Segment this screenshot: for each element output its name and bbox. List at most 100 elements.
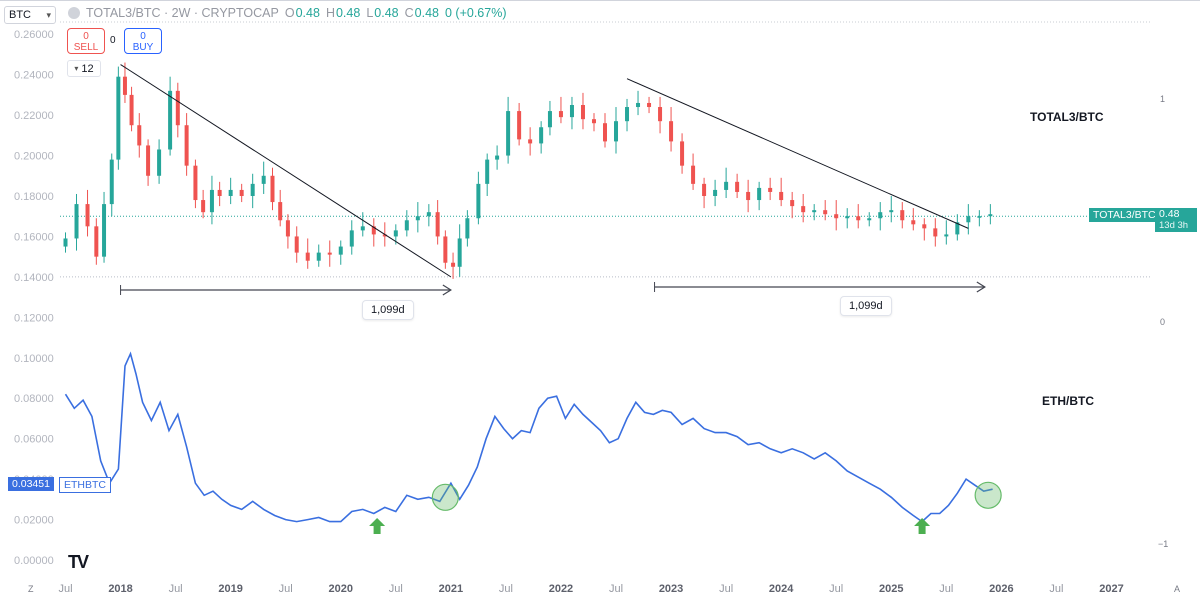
x-tick-label: Jul <box>609 583 623 595</box>
candle-body <box>63 238 68 247</box>
y-tick-label: 0.18000 <box>14 191 54 203</box>
y-tick-label: 0.16000 <box>14 231 54 243</box>
candle-body <box>779 191 784 201</box>
chevron-down-icon: ▾ <box>74 64 79 73</box>
candle-body <box>713 189 718 196</box>
candle-body <box>669 121 674 142</box>
candle-body <box>966 216 971 223</box>
candle-body <box>360 226 365 231</box>
candle-body <box>116 76 121 160</box>
candle-body <box>349 230 354 247</box>
right-axis-top-label: 1 <box>1160 94 1166 104</box>
x-tick-label: Jul <box>389 583 403 595</box>
candle-body <box>209 189 214 213</box>
y-tick-label: 0.22000 <box>14 110 54 122</box>
legend-low-key: L <box>366 6 374 20</box>
candle-body <box>404 220 409 231</box>
candle-body <box>193 165 198 201</box>
candle-body <box>580 105 585 120</box>
candle-body <box>217 189 222 196</box>
symbol-logo-icon <box>68 7 80 19</box>
candle-body <box>74 204 79 239</box>
candle-body <box>426 212 431 217</box>
candle-body <box>102 204 107 257</box>
candle-body <box>250 183 255 196</box>
candle-body <box>746 191 751 201</box>
candle-body <box>801 206 806 213</box>
candle-body <box>889 210 894 213</box>
highlight-circle-2 <box>974 481 1002 509</box>
buy-button[interactable]: 0 BUY <box>124 28 162 54</box>
x-tick-label: 2018 <box>108 583 132 595</box>
measure-arrowhead <box>442 284 452 296</box>
candle-body <box>603 123 607 142</box>
candle-body <box>911 220 916 225</box>
candle-body <box>878 212 883 219</box>
candle-body <box>338 246 343 255</box>
quantity-value: 12 <box>81 62 94 75</box>
candle-body <box>933 228 938 237</box>
up-arrow-icon <box>914 518 931 534</box>
candle-body <box>285 220 290 237</box>
candle-body <box>735 181 740 192</box>
candle-body <box>168 90 173 150</box>
candle-body <box>506 111 511 156</box>
candle-body <box>845 216 850 219</box>
total3-price-tag-value: 0.48 <box>1159 208 1180 220</box>
buy-count: 0 <box>140 31 146 42</box>
symbol-select[interactable]: BTC ▾ <box>4 6 56 24</box>
x-tick-label: Jul <box>499 583 513 595</box>
x-tick-label: Jul <box>719 583 733 595</box>
candle-body <box>658 107 663 122</box>
legend-high-key: H <box>325 6 335 20</box>
y-tick-label: 0.10000 <box>14 353 54 365</box>
candle-body <box>680 141 685 166</box>
symbol-select-value: BTC <box>9 9 31 21</box>
candle-body <box>122 76 127 95</box>
candle-body <box>109 159 114 205</box>
legend-title: TOTAL3/BTC · 2W · CRYPTOCAP <box>86 6 279 20</box>
eth-btc-line <box>64 351 993 523</box>
candle-body <box>443 236 448 263</box>
candle-body <box>591 119 596 124</box>
candle-body <box>294 236 299 253</box>
right-axis-mid-label: 0 <box>1160 317 1166 327</box>
candle-body <box>834 214 839 219</box>
sell-button[interactable]: 0 SELL <box>67 28 105 54</box>
quantity-select[interactable]: ▾ 12 <box>67 60 101 77</box>
candle-body <box>495 155 500 160</box>
total3-pane-label: TOTAL3/BTC <box>1030 110 1104 124</box>
candle-body <box>327 252 332 255</box>
candle-body <box>184 125 189 166</box>
candle-body <box>457 238 462 267</box>
candle-body <box>647 102 652 108</box>
candle-body <box>625 107 630 122</box>
candle-body <box>175 90 180 126</box>
eth-pane-label: ETH/BTC <box>1042 394 1094 408</box>
candle-body <box>228 189 233 196</box>
y-tick-label: 0.24000 <box>14 70 54 82</box>
candle-body <box>977 216 982 218</box>
candle-body <box>476 183 481 219</box>
x-tick-label: 2021 <box>439 583 463 595</box>
total3-price-tag-countdown: 13d 3h <box>1159 220 1189 231</box>
x-tick-label: 2020 <box>329 583 353 595</box>
candle-body <box>724 181 729 190</box>
candle-body <box>768 187 773 192</box>
buy-label: BUY <box>132 42 154 53</box>
candle-body <box>558 111 563 118</box>
candle-body <box>547 111 552 128</box>
candle-body <box>270 175 275 203</box>
candle-body <box>393 230 398 237</box>
candle-body <box>702 183 707 196</box>
legend-close-value: 0.48 <box>414 6 439 20</box>
auto-scale-button[interactable]: A <box>1174 584 1181 594</box>
candle-body <box>528 139 533 144</box>
candle-body <box>435 212 440 237</box>
sell-count: 0 <box>83 31 89 42</box>
y-tick-label: 0.14000 <box>14 272 54 284</box>
candle-body <box>485 159 490 184</box>
timezone-button[interactable]: Z <box>28 584 34 594</box>
x-tick-label: 2022 <box>549 583 573 595</box>
